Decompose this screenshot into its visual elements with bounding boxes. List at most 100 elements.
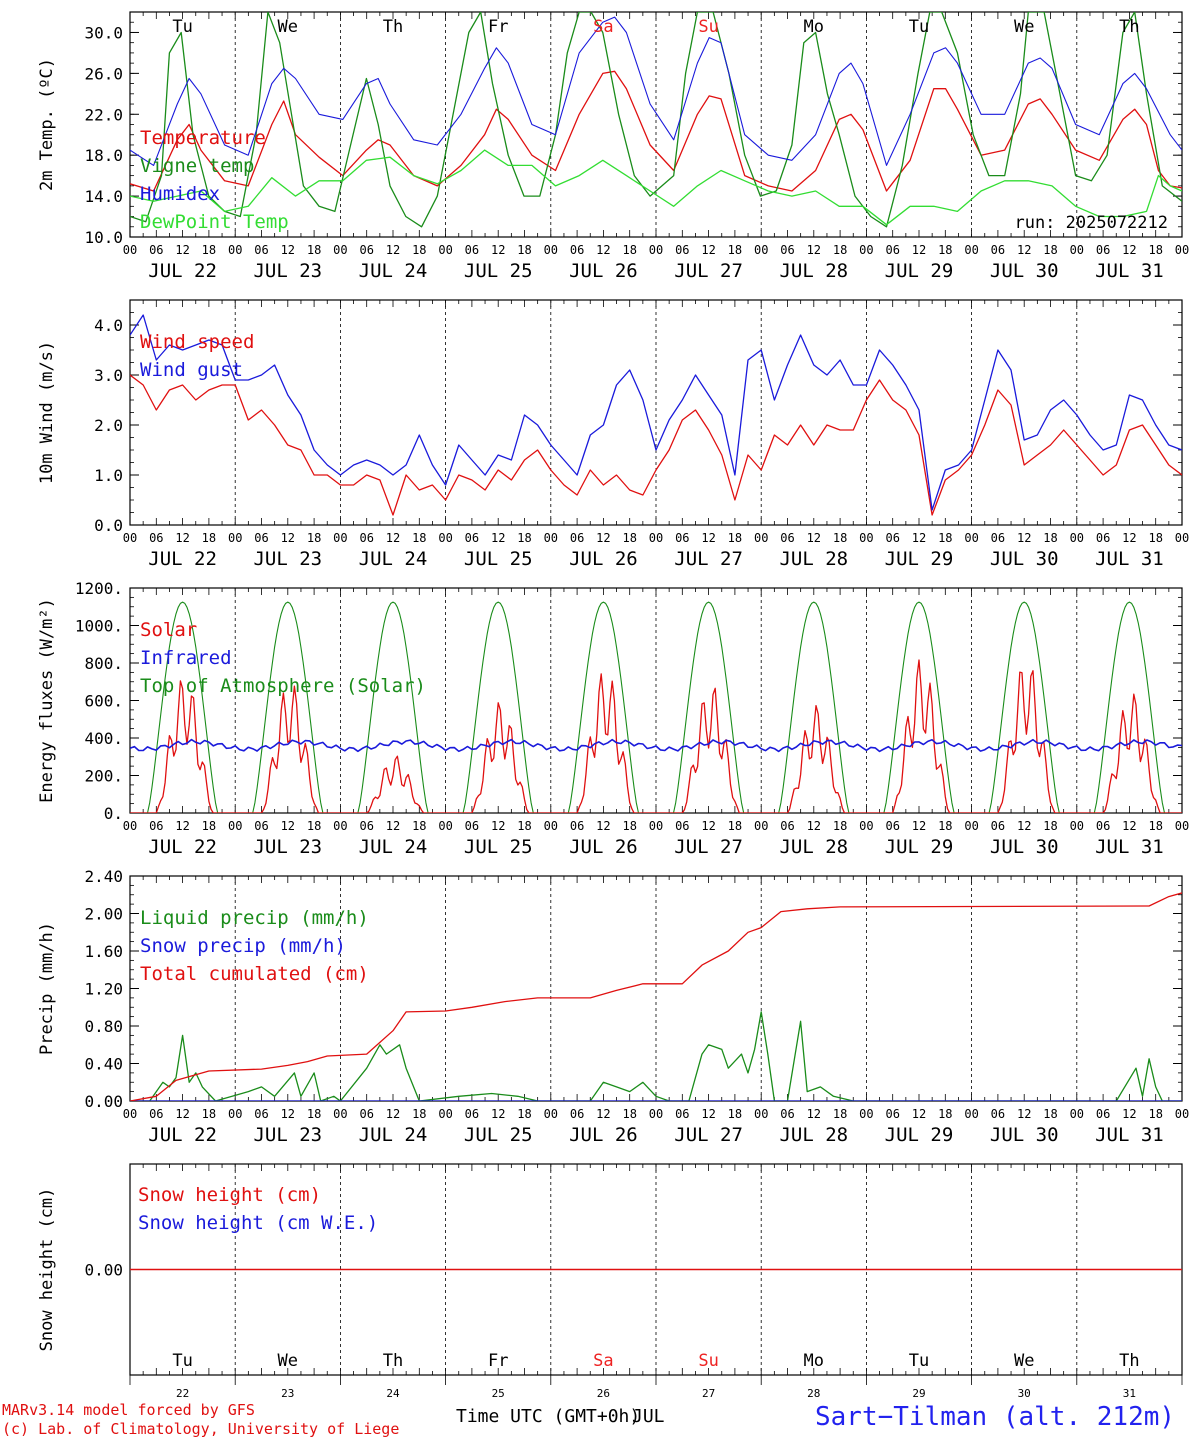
y-tick-label: 0.00: [84, 1092, 123, 1111]
hour-tick-label: 00: [544, 1107, 558, 1121]
series-line-0: [130, 1011, 1182, 1101]
hour-tick-label: 06: [254, 819, 268, 833]
panel-frame: [129, 11, 1183, 238]
date-label: JUL 26: [569, 260, 638, 282]
hour-tick-label: 12: [386, 531, 400, 545]
hour-tick-label: 00: [438, 243, 452, 257]
hour-tick-label: 06: [780, 531, 794, 545]
hour-tick-label: 12: [1017, 1107, 1031, 1121]
hour-tick-label: 12: [912, 243, 926, 257]
hour-tick-label: 12: [807, 819, 821, 833]
hour-tick-label: 12: [701, 531, 715, 545]
hour-tick-label: 18: [833, 531, 847, 545]
date-label: JUL 23: [253, 548, 322, 570]
date-label: JUL 24: [359, 836, 428, 858]
weekday-label: We: [278, 17, 298, 37]
weekday-label: Th: [1119, 17, 1139, 37]
legend-entry: DewPoint Temp: [140, 211, 289, 233]
hour-tick-label: 00: [228, 531, 242, 545]
date-label: JUL 25: [464, 548, 533, 570]
hour-tick-label: 12: [596, 243, 610, 257]
weekday-label: Fr: [488, 1351, 508, 1371]
hour-tick-label: 18: [938, 819, 952, 833]
hour-tick-label: 00: [964, 1107, 978, 1121]
date-label: JUL 27: [674, 1124, 743, 1146]
date-label: JUL 25: [464, 836, 533, 858]
hour-tick-label: 06: [254, 531, 268, 545]
hour-tick-label: 00: [438, 819, 452, 833]
hour-tick-label: 18: [1043, 819, 1057, 833]
hour-tick-label: 18: [938, 243, 952, 257]
hour-tick-label: 18: [517, 819, 531, 833]
legend-entry: Top of Atmosphere (Solar): [140, 675, 426, 697]
hour-tick-label: 06: [465, 531, 479, 545]
hour-tick-label: 00: [754, 531, 768, 545]
date-label: JUL 24: [359, 548, 428, 570]
weekday-label: Fr: [488, 17, 508, 37]
hour-tick-label: 00: [544, 243, 558, 257]
y-tick-label: 0.00: [84, 1261, 123, 1280]
hour-tick-label: 12: [1122, 1107, 1136, 1121]
date-label: JUL 22: [148, 548, 217, 570]
y-tick-label: 1.0: [94, 466, 123, 485]
date-label: JUL 24: [359, 260, 428, 282]
hour-tick-label: 18: [833, 819, 847, 833]
panel-4: [129, 875, 1183, 1102]
hour-tick-label: 00: [649, 243, 663, 257]
hour-tick-label: 06: [885, 531, 899, 545]
hour-tick-label: 18: [728, 1107, 742, 1121]
date-label: JUL 30: [990, 260, 1059, 282]
date-label: JUL 28: [779, 548, 848, 570]
weekday-label: Sa: [593, 17, 613, 37]
hour-tick-label: 06: [885, 819, 899, 833]
y-tick-label: 22.0: [84, 105, 123, 124]
hour-tick-label: 00: [123, 1107, 137, 1121]
hour-tick-label: 12: [281, 1107, 295, 1121]
hour-tick-label: 18: [1148, 243, 1162, 257]
weekday-label: Th: [383, 17, 403, 37]
hour-tick-label: 18: [833, 1107, 847, 1121]
hour-tick-label: 06: [254, 1107, 268, 1121]
series-line-2: [130, 892, 1182, 1101]
day-number: 31: [1123, 1387, 1136, 1400]
legend-entry: Snow height (cm W.E.): [138, 1212, 378, 1234]
weekday-label: Tu: [172, 1351, 192, 1371]
y-tick-label: 26.0: [84, 64, 123, 83]
hour-tick-label: 00: [123, 819, 137, 833]
hour-tick-label: 18: [412, 531, 426, 545]
hour-tick-label: 06: [1096, 1107, 1110, 1121]
date-label: JUL 31: [1095, 548, 1164, 570]
day-number: 29: [912, 1387, 925, 1400]
series-line-toa-solar: [130, 601, 1182, 813]
hour-tick-label: 12: [912, 1107, 926, 1121]
y-tick-label: 14.0: [84, 187, 123, 206]
weekday-label: Mo: [804, 17, 824, 37]
hour-tick-label: 00: [123, 531, 137, 545]
day-number: 23: [281, 1387, 294, 1400]
hour-tick-label: 18: [307, 1107, 321, 1121]
hour-tick-label: 00: [228, 819, 242, 833]
hour-tick-label: 06: [991, 1107, 1005, 1121]
hour-tick-label: 12: [386, 243, 400, 257]
date-label: JUL 26: [569, 836, 638, 858]
hour-tick-label: 18: [833, 243, 847, 257]
weekday-label: Sa: [593, 1351, 613, 1371]
legend-entry: Snow precip (mm/h): [140, 935, 346, 957]
day-number: 26: [597, 1387, 610, 1400]
hour-tick-label: 06: [570, 243, 584, 257]
hour-tick-label: 06: [359, 243, 373, 257]
hour-tick-label: 12: [596, 531, 610, 545]
day-number: 22: [176, 1387, 189, 1400]
run-label: run: 2025072212: [1014, 213, 1168, 233]
hour-tick-label: 00: [859, 531, 873, 545]
legend-entry: Infrared: [140, 647, 232, 669]
date-label: JUL 31: [1095, 836, 1164, 858]
hour-tick-label: 18: [412, 819, 426, 833]
hour-tick-label: 12: [1017, 819, 1031, 833]
hour-tick-label: 00: [1070, 819, 1084, 833]
time-axis-overprint: JUL: [632, 1406, 665, 1427]
hour-tick-label: 06: [675, 243, 689, 257]
date-label: JUL 23: [253, 836, 322, 858]
day-number: 27: [702, 1387, 715, 1400]
y-tick-label: 1.20: [84, 980, 123, 999]
